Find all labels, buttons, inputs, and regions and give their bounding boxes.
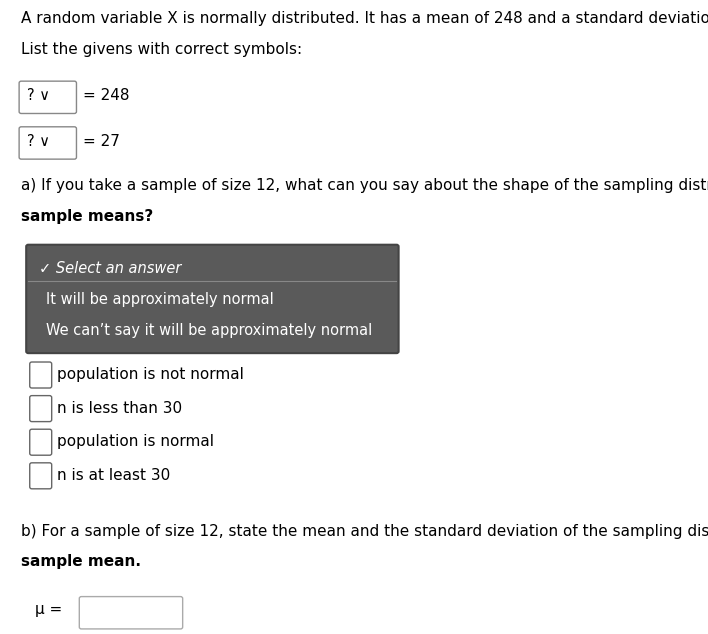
FancyBboxPatch shape	[79, 597, 183, 629]
Text: = 248: = 248	[83, 88, 130, 103]
FancyBboxPatch shape	[30, 362, 52, 388]
FancyBboxPatch shape	[30, 429, 52, 455]
Text: ? ∨: ? ∨	[27, 88, 50, 103]
Text: n is less than 30: n is less than 30	[57, 401, 182, 416]
Text: ✓ Select an answer: ✓ Select an answer	[39, 261, 181, 276]
Text: population is normal: population is normal	[57, 434, 214, 450]
FancyBboxPatch shape	[19, 81, 76, 113]
Text: We can’t say it will be approximately normal: We can’t say it will be approximately no…	[46, 323, 372, 338]
Text: sample mean.: sample mean.	[21, 554, 141, 569]
FancyBboxPatch shape	[19, 127, 76, 159]
Text: It will be approximately normal: It will be approximately normal	[46, 292, 274, 307]
Text: List the givens with correct symbols:: List the givens with correct symbols:	[21, 42, 302, 57]
Text: sample means?: sample means?	[21, 209, 154, 224]
Text: b) For a sample of size 12, state the mean and the standard deviation of the sam: b) For a sample of size 12, state the me…	[21, 524, 708, 539]
Text: = 27: = 27	[83, 134, 120, 149]
Text: μ =: μ =	[35, 602, 62, 617]
Text: n is at least 30: n is at least 30	[57, 468, 170, 483]
Text: population is not normal: population is not normal	[57, 367, 244, 382]
Text: a) If you take a sample of size 12, what can you say about the shape of the samp: a) If you take a sample of size 12, what…	[21, 178, 708, 193]
FancyBboxPatch shape	[30, 396, 52, 422]
FancyBboxPatch shape	[30, 463, 52, 489]
Text: A random variable X is normally distributed. It has a mean of 248 and a standard: A random variable X is normally distribu…	[21, 11, 708, 27]
FancyBboxPatch shape	[26, 245, 399, 353]
Text: ? ∨: ? ∨	[27, 134, 50, 149]
